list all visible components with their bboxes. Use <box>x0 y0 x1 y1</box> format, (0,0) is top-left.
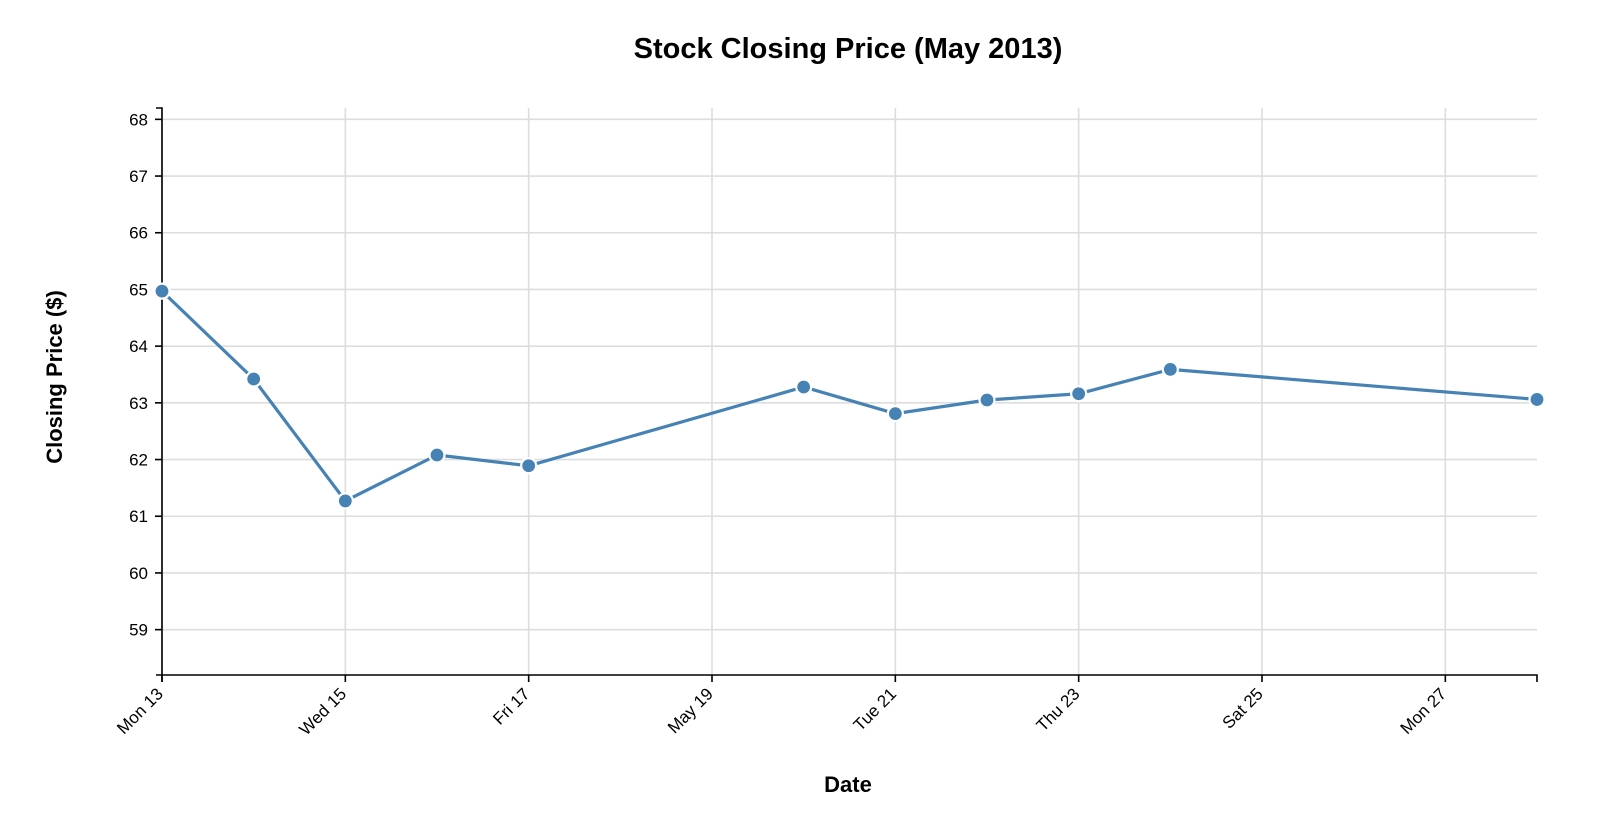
y-axis: 59 60 61 62 63 64 65 66 67 68 <box>129 107 163 676</box>
data-point <box>795 378 813 396</box>
y-tick-label: 64 <box>129 337 148 356</box>
x-tick-label: Mon 13 <box>113 684 167 738</box>
y-tick-label: 61 <box>129 507 148 526</box>
x-axis-label: Date <box>824 772 872 797</box>
x-axis-line <box>161 674 1538 682</box>
x-tick-label: Thu 23 <box>1033 684 1084 735</box>
grid <box>161 108 1537 675</box>
data-point <box>886 405 904 423</box>
y-axis-line <box>156 107 163 676</box>
y-tick-label: 67 <box>129 167 148 186</box>
x-tick-label: May 19 <box>664 684 717 737</box>
chart-title: Stock Closing Price (May 2013) <box>634 33 1063 65</box>
data-point <box>153 282 171 300</box>
data-point <box>1161 360 1179 378</box>
series-line <box>160 289 1538 503</box>
x-tick-label: Fri 17 <box>489 684 533 728</box>
x-tick-label: Wed 15 <box>296 684 351 739</box>
data-point <box>520 457 538 475</box>
data-point <box>245 370 263 388</box>
y-tick-label: 63 <box>129 394 148 413</box>
data-point <box>978 391 996 409</box>
y-tick-label: 60 <box>129 564 148 583</box>
series <box>153 282 1546 510</box>
y-tick-label: 65 <box>129 280 148 299</box>
y-axis-label: Closing Price ($) <box>42 290 67 464</box>
x-tick-label: Tue 21 <box>850 684 900 734</box>
y-tick-label: 59 <box>129 621 148 640</box>
x-tick-label: Mon 27 <box>1397 684 1451 738</box>
data-point <box>336 492 354 510</box>
y-tick-label: 66 <box>129 224 148 243</box>
y-tick-label: 62 <box>129 451 148 470</box>
x-axis: Mon 13 Wed 15 Fri 17 May 19 Tue 21 Thu 23 Sat … <box>113 674 1538 739</box>
y-tick-label: 68 <box>129 110 148 129</box>
data-point <box>428 446 446 464</box>
data-point <box>1528 390 1546 409</box>
x-tick-label: Sat 25 <box>1219 684 1267 732</box>
data-point <box>1070 385 1088 403</box>
